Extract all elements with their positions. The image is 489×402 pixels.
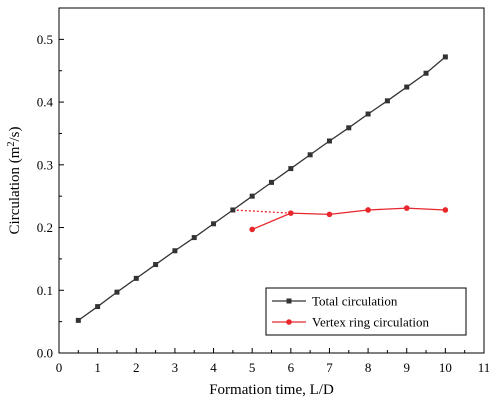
data-point-total-circulation [326,138,332,144]
data-point-total-circulation [384,98,390,104]
data-point-total-circulation [442,54,448,60]
x-tick-label: 10 [439,360,452,375]
x-tick-label: 8 [365,360,372,375]
legend-swatch-total-square-marker [286,298,292,304]
data-point-total-circulation [404,84,410,90]
legend: Total circulation Vertex ring circulatio… [265,287,467,336]
data-point-total-circulation [423,70,429,76]
x-tick-label: 3 [172,360,179,375]
x-axis-title: Formation time, L/D [209,382,334,398]
data-point-total-circulation [211,221,217,227]
y-axis-title-suffix: /s) [7,127,23,142]
data-point-total-circulation [249,193,255,199]
legend-box [265,287,467,336]
y-tick-label: 0.3 [37,157,53,172]
x-tick-label: 11 [478,360,489,375]
x-tick-label: 6 [288,360,295,375]
x-tick-label: 1 [94,360,101,375]
x-axis: 0 1 2 3 4 5 6 7 8 9 10 11 [56,348,489,375]
legend-label-total-circulation: Total circulation [312,294,398,309]
series-line-total-circulation [77,56,446,321]
y-axis-title: Circulation (m2/s) [6,127,24,235]
x-tick-label: 0 [56,360,63,375]
x-tick-label: 9 [403,360,410,375]
x-tick-label: 2 [133,360,140,375]
y-tick-label: 0.5 [37,32,53,47]
x-tick-label: 4 [210,360,217,375]
series-layer [75,54,449,323]
y-tick-label: 0.4 [37,95,54,110]
data-point-total-circulation [269,179,274,185]
data-point-total-circulation [365,111,371,117]
data-point-total-circulation [230,207,236,213]
y-tick-label: 0.0 [37,346,53,361]
legend-swatch-vertex-circle-marker [286,319,292,325]
data-point-total-circulation [153,262,159,268]
data-point-total-circulation [307,152,313,158]
y-axis-title-superscript: 2 [6,142,17,147]
legend-label-vertex-ring-circulation: Vertex ring circulation [312,315,429,330]
y-tick-label: 0.1 [37,283,53,298]
y-tick-label: 0.2 [37,220,53,235]
series-line-vertex-ring-circulation [251,207,446,231]
legend-item-total-circulation: Total circulation [272,294,398,309]
data-point-total-circulation [75,317,81,323]
legend-item-vertex-ring-circulation: Vertex ring circulation [272,315,429,330]
data-point-total-circulation [172,248,178,254]
data-point-total-circulation [191,235,197,241]
data-point-vertex-ring-circulation [365,207,371,213]
x-tick-label: 5 [249,360,256,375]
x-tick-label: 7 [326,360,333,375]
data-point-total-circulation [95,304,101,310]
data-point-vertex-ring-circulation [249,226,255,233]
data-point-vertex-ring-circulation [288,210,294,216]
data-point-vertex-ring-circulation [403,205,410,211]
data-point-vertex-ring-circulation [442,207,449,213]
data-point-total-circulation [288,166,294,172]
dotted-connector-line [232,209,291,214]
y-axis-title-prefix: Circulation (m [7,146,23,234]
data-point-total-circulation [346,125,352,131]
data-point-vertex-ring-circulation [326,211,333,218]
y-axis: 0.0 0.1 0.2 0.3 0.4 0.5 [37,7,64,361]
data-point-total-circulation [114,289,120,295]
data-point-total-circulation [133,275,139,281]
